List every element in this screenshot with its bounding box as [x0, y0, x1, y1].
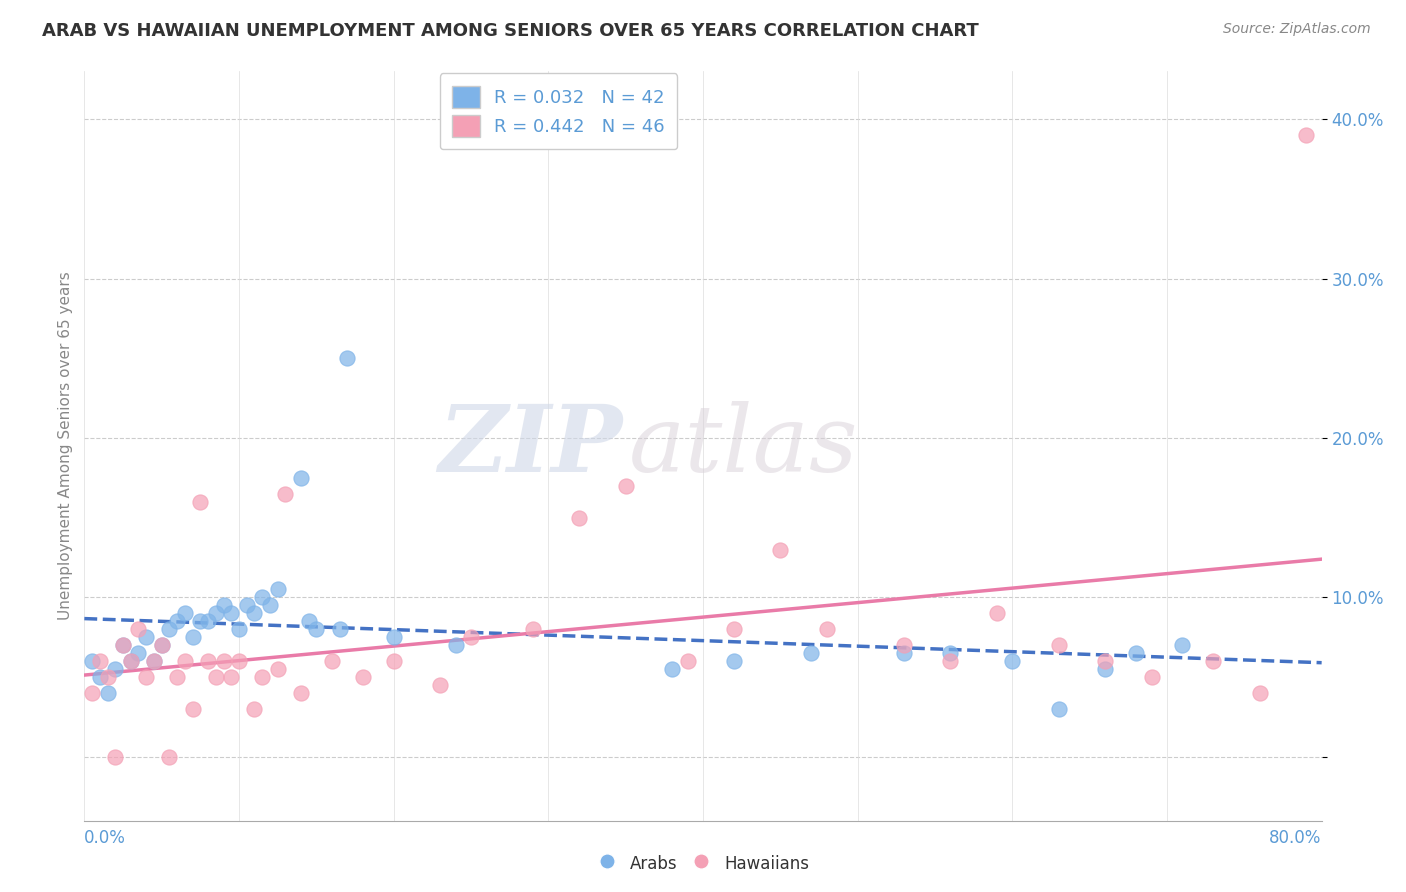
Point — [219, 607, 242, 621]
Point — [893, 638, 915, 652]
Point — [939, 654, 962, 668]
Point — [181, 630, 204, 644]
Point — [135, 670, 157, 684]
Text: 80.0%: 80.0% — [1270, 829, 1322, 847]
Point — [1140, 670, 1163, 684]
Point — [96, 670, 118, 684]
Point — [89, 654, 111, 668]
Point — [235, 599, 259, 613]
Point — [174, 607, 197, 621]
Point — [82, 654, 104, 668]
Point — [460, 630, 482, 644]
Point — [1249, 686, 1271, 700]
Point — [159, 623, 180, 637]
Point — [250, 670, 273, 684]
Point — [769, 542, 792, 557]
Point — [159, 750, 180, 764]
Point — [939, 646, 962, 660]
Point — [219, 670, 242, 684]
Point — [267, 662, 290, 676]
Point — [96, 686, 118, 700]
Point — [228, 623, 250, 637]
Legend: R = 0.032   N = 42, R = 0.442   N = 46: R = 0.032 N = 42, R = 0.442 N = 46 — [440, 73, 678, 150]
Text: Source: ZipAtlas.com: Source: ZipAtlas.com — [1223, 22, 1371, 37]
Point — [243, 702, 266, 716]
Point — [352, 670, 374, 684]
Point — [259, 599, 281, 613]
Point — [166, 615, 188, 629]
Text: ARAB VS HAWAIIAN UNEMPLOYMENT AMONG SENIORS OVER 65 YEARS CORRELATION CHART: ARAB VS HAWAIIAN UNEMPLOYMENT AMONG SENI… — [42, 22, 979, 40]
Point — [723, 654, 745, 668]
Point — [212, 654, 235, 668]
Point — [800, 646, 823, 660]
Point — [127, 623, 149, 637]
Point — [1125, 646, 1147, 660]
Text: atlas: atlas — [628, 401, 858, 491]
Point — [188, 615, 211, 629]
Point — [429, 678, 451, 692]
Point — [228, 654, 250, 668]
Point — [174, 654, 197, 668]
Point — [321, 654, 343, 668]
Point — [568, 510, 591, 524]
Point — [305, 623, 328, 637]
Point — [120, 654, 142, 668]
Point — [205, 670, 228, 684]
Point — [522, 623, 544, 637]
Point — [181, 702, 204, 716]
Point — [150, 638, 173, 652]
Point — [104, 662, 127, 676]
Point — [382, 654, 405, 668]
Point — [1001, 654, 1024, 668]
Legend: Arabs, Hawaiians: Arabs, Hawaiians — [591, 847, 815, 880]
Point — [336, 351, 359, 366]
Point — [328, 623, 352, 637]
Point — [243, 607, 266, 621]
Point — [112, 638, 135, 652]
Text: 0.0%: 0.0% — [84, 829, 127, 847]
Point — [893, 646, 915, 660]
Point — [1047, 638, 1070, 652]
Point — [166, 670, 188, 684]
Point — [297, 615, 319, 629]
Point — [1202, 654, 1225, 668]
Point — [290, 471, 312, 485]
Point — [1094, 654, 1116, 668]
Point — [986, 607, 1008, 621]
Point — [382, 630, 405, 644]
Point — [120, 654, 142, 668]
Point — [82, 686, 104, 700]
Point — [112, 638, 135, 652]
Text: ZIP: ZIP — [439, 401, 623, 491]
Point — [89, 670, 111, 684]
Point — [205, 607, 228, 621]
Point — [150, 638, 173, 652]
Point — [188, 495, 211, 509]
Point — [661, 662, 683, 676]
Point — [104, 750, 127, 764]
Point — [1094, 662, 1116, 676]
Point — [1295, 128, 1317, 142]
Point — [815, 623, 838, 637]
Point — [1171, 638, 1194, 652]
Point — [274, 487, 297, 501]
Point — [135, 630, 157, 644]
Point — [290, 686, 312, 700]
Point — [197, 615, 219, 629]
Point — [127, 646, 149, 660]
Point — [676, 654, 699, 668]
Point — [197, 654, 219, 668]
Point — [1047, 702, 1070, 716]
Y-axis label: Unemployment Among Seniors over 65 years: Unemployment Among Seniors over 65 years — [58, 272, 73, 620]
Point — [723, 623, 745, 637]
Point — [143, 654, 166, 668]
Point — [614, 479, 637, 493]
Point — [143, 654, 166, 668]
Point — [212, 599, 235, 613]
Point — [267, 582, 290, 597]
Point — [444, 638, 467, 652]
Point — [250, 591, 273, 605]
